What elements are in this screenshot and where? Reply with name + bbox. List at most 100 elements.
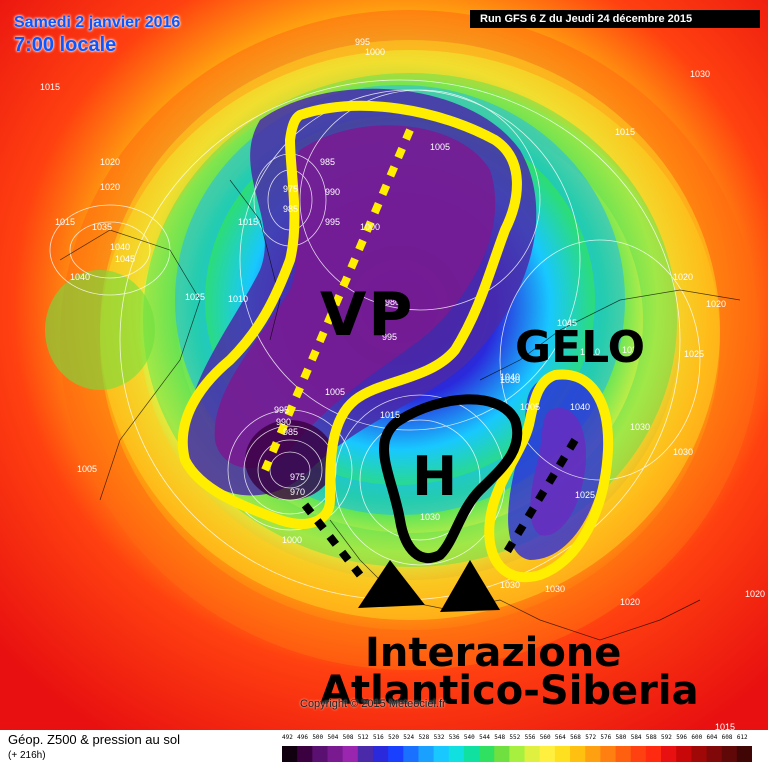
pressure-label: 1030 <box>500 580 520 590</box>
scale-swatch <box>463 746 480 762</box>
pressure-label: 1045 <box>115 254 135 264</box>
pressure-label: 1025 <box>684 349 704 359</box>
pressure-label: 975 <box>283 184 298 194</box>
scale-label: 568 <box>570 734 581 741</box>
scale-label: 552 <box>509 734 521 741</box>
scale-label: 592 <box>661 734 672 741</box>
scale-label: 584 <box>630 734 642 741</box>
pressure-label: 1000 <box>365 47 385 57</box>
trough-axis-line <box>261 128 414 472</box>
scale-label: 596 <box>676 734 688 741</box>
scale-label: 524 <box>403 734 415 741</box>
pressure-label: 995 <box>382 332 397 342</box>
scale-label: 500 <box>312 734 324 741</box>
scale-swatch <box>676 746 692 762</box>
pressure-label: 970 <box>290 487 305 497</box>
pressure-label: 1030 <box>500 375 520 385</box>
coastlines <box>59 179 741 641</box>
pressure-label: 1030 <box>630 422 650 432</box>
pressure-label: 1035 <box>92 222 112 232</box>
pressure-label: 985 <box>283 427 298 437</box>
scale-label: 504 <box>327 734 339 741</box>
pressure-label: 990 <box>276 417 291 427</box>
pressure-label: 1005 <box>520 402 540 412</box>
isobars <box>49 79 701 601</box>
scale-swatch <box>645 746 662 762</box>
legend-title: Géop. Z500 & pression au sol <box>8 732 180 747</box>
pressure-label: 1005 <box>430 142 450 152</box>
scale-swatch <box>615 746 632 762</box>
forecast-date: Samedi 2 janvier 2016 <box>14 14 181 31</box>
pressure-label: 985 <box>283 204 298 214</box>
pressure-label: 995 <box>325 217 340 227</box>
scale-label: 536 <box>448 734 460 741</box>
high-pressure-outline <box>379 394 523 564</box>
pressure-label: 1020 <box>620 597 640 607</box>
pressure-label: 1000 <box>360 222 380 232</box>
scale-swatch <box>342 746 359 762</box>
scale-label: 516 <box>372 734 384 741</box>
caption-line-2: Atlantico-Siberia <box>320 668 699 714</box>
scale-label: 604 <box>706 734 718 741</box>
pressure-label: 1010 <box>580 347 600 357</box>
scale-swatch <box>539 746 556 762</box>
scale-swatch <box>448 746 465 762</box>
scale-swatch <box>388 746 404 762</box>
scale-swatch <box>433 746 450 762</box>
scale-swatch <box>282 746 298 762</box>
pressure-label: 1025 <box>185 292 205 302</box>
scale-swatch <box>372 746 389 762</box>
siberian-arrow-shaft <box>501 437 579 558</box>
pressure-label: 1040 <box>570 402 590 412</box>
pressure-label: 995 <box>274 405 289 415</box>
scale-label: 588 <box>645 734 657 741</box>
scale-swatch <box>327 746 344 762</box>
scale-swatch <box>721 746 738 762</box>
pressure-label: 1020 <box>100 157 120 167</box>
scale-swatch <box>585 746 601 762</box>
pressure-label: 1040 <box>70 272 90 282</box>
frost-label: GELO <box>515 322 646 373</box>
pressure-label: 1015 <box>715 722 735 730</box>
color-scale-bar <box>282 746 752 762</box>
scale-swatch <box>736 746 752 762</box>
scale-label: 496 <box>297 734 308 741</box>
scale-label: 544 <box>479 734 490 741</box>
color-scale-labels: 492 496 500 504 508 512 516 520 524 528 532 536 540 5… <box>282 734 752 746</box>
pressure-label: 1015 <box>40 82 60 92</box>
scale-label: 528 <box>418 734 430 741</box>
atlantic-arrow-head <box>358 560 425 608</box>
pressure-label: 975 <box>290 472 305 482</box>
polar-vortex-label: VP <box>320 280 415 350</box>
scale-swatch <box>479 746 495 762</box>
scale-swatch <box>661 746 677 762</box>
pressure-label: 1015 <box>615 127 635 137</box>
pressure-label: 1005 <box>77 464 97 474</box>
scale-label: 520 <box>388 734 399 741</box>
scale-label: 612 <box>736 734 748 741</box>
pressure-label: 1020 <box>745 589 765 599</box>
legend-subtitle: (+ 216h) <box>8 750 46 761</box>
scale-label: 512 <box>357 734 369 741</box>
scale-swatch <box>524 746 541 762</box>
pressure-label: 1020 <box>706 299 726 309</box>
scale-label: 508 <box>342 734 354 741</box>
scale-label: 580 <box>615 734 627 741</box>
scale-swatch <box>630 746 647 762</box>
scale-label: 564 <box>554 734 566 741</box>
pressure-label: 1015 <box>238 217 258 227</box>
scale-label: 556 <box>524 734 536 741</box>
scale-swatch <box>297 746 313 762</box>
pressure-label: 995 <box>355 37 370 47</box>
scale-swatch <box>691 746 708 762</box>
pressure-label: 1005 <box>325 387 345 397</box>
pressure-label: 985 <box>320 157 335 167</box>
pressure-label: 1030 <box>420 512 440 522</box>
scale-swatch <box>357 746 374 762</box>
high-pressure-label: H <box>412 445 458 508</box>
model-run-label: Run GFS 6 Z du Jeudi 24 décembre 2015 <box>470 10 760 28</box>
scale-label: 560 <box>539 734 551 741</box>
atlantic-arrow-shaft <box>301 502 364 578</box>
scale-swatch <box>312 746 328 762</box>
